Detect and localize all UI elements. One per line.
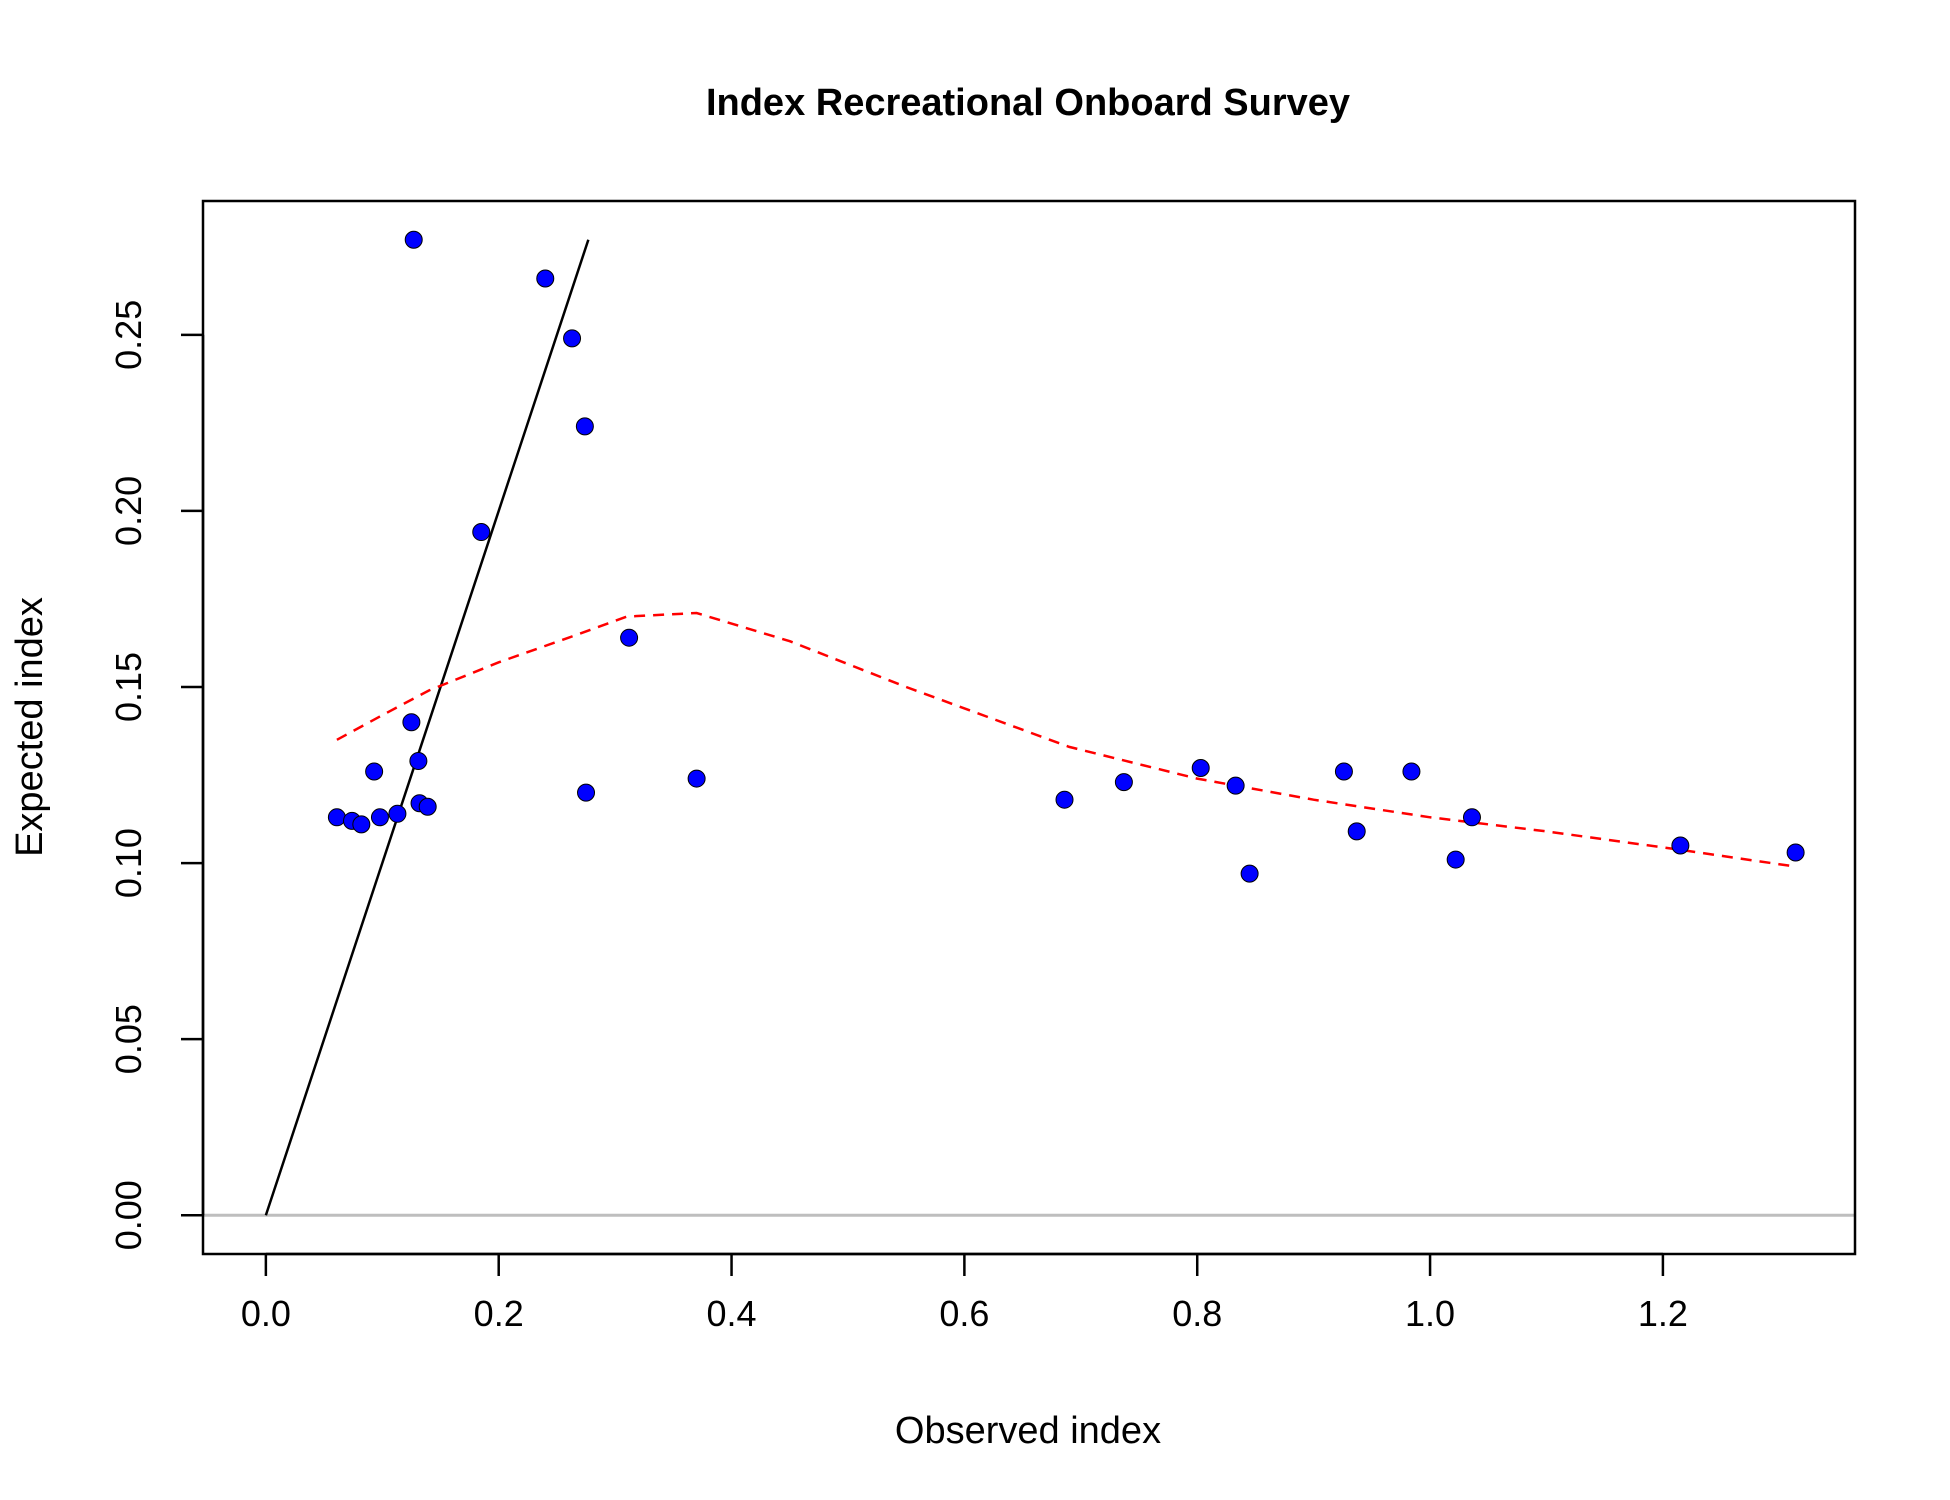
smoother-line [336,611,1796,868]
data-point [575,417,594,436]
data-point [687,769,706,788]
data-point [563,329,582,348]
data-point [409,751,428,770]
data-point [365,762,384,781]
data-point [620,628,639,647]
data-point [472,523,491,542]
data-point [1191,759,1210,777]
data-point [1114,773,1133,792]
x-tick-label: 0.2 [474,1293,524,1334]
chart-title: Index Recreational Onboard Survey [706,82,1350,124]
x-tick-label: 0.4 [707,1293,757,1334]
identity-line [264,239,590,1216]
x-tick-label: 1.0 [1405,1293,1455,1334]
x-tick-label: 0.0 [241,1293,291,1334]
x-tick-label: 0.6 [939,1293,989,1334]
data-point [1446,850,1465,869]
data-point [1786,843,1805,862]
y-tick-label: 0.20 [108,476,149,546]
data-point [1055,790,1074,809]
smoother-layer [336,611,1796,868]
y-tick-label: 0.00 [108,1180,149,1250]
x-tick-label: 1.2 [1638,1293,1688,1334]
data-point [577,783,596,802]
data-point [418,797,437,816]
data-point [1347,822,1366,841]
plot-area [203,230,1855,1217]
data-point [402,713,421,732]
x-tick-label: 0.8 [1172,1293,1222,1334]
y-axis: 0.00 0.05 0.10 0.15 0.20 0.25 [108,300,205,1250]
y-axis-label: Expected index [9,597,51,857]
data-points [327,230,1805,883]
y-tick-label: 0.15 [108,652,149,722]
data-point [1671,836,1690,855]
data-point [1226,776,1245,795]
data-point [536,269,555,288]
data-point [388,804,407,823]
y-tick-label: 0.05 [108,1004,149,1074]
data-point [370,808,389,827]
data-point [1462,808,1481,827]
y-tick-label: 0.10 [108,828,149,898]
data-point [327,808,346,827]
data-point [1402,762,1421,781]
data-point [404,230,423,249]
identity-line-layer [264,239,590,1216]
data-point [1240,864,1259,883]
data-point [1334,762,1353,781]
data-point [352,815,371,834]
x-axis-label: Observed index [895,1410,1161,1452]
y-tick-label: 0.25 [108,300,149,370]
x-axis: 0.0 0.2 0.4 0.6 0.8 1.0 1.2 [241,1252,1688,1334]
